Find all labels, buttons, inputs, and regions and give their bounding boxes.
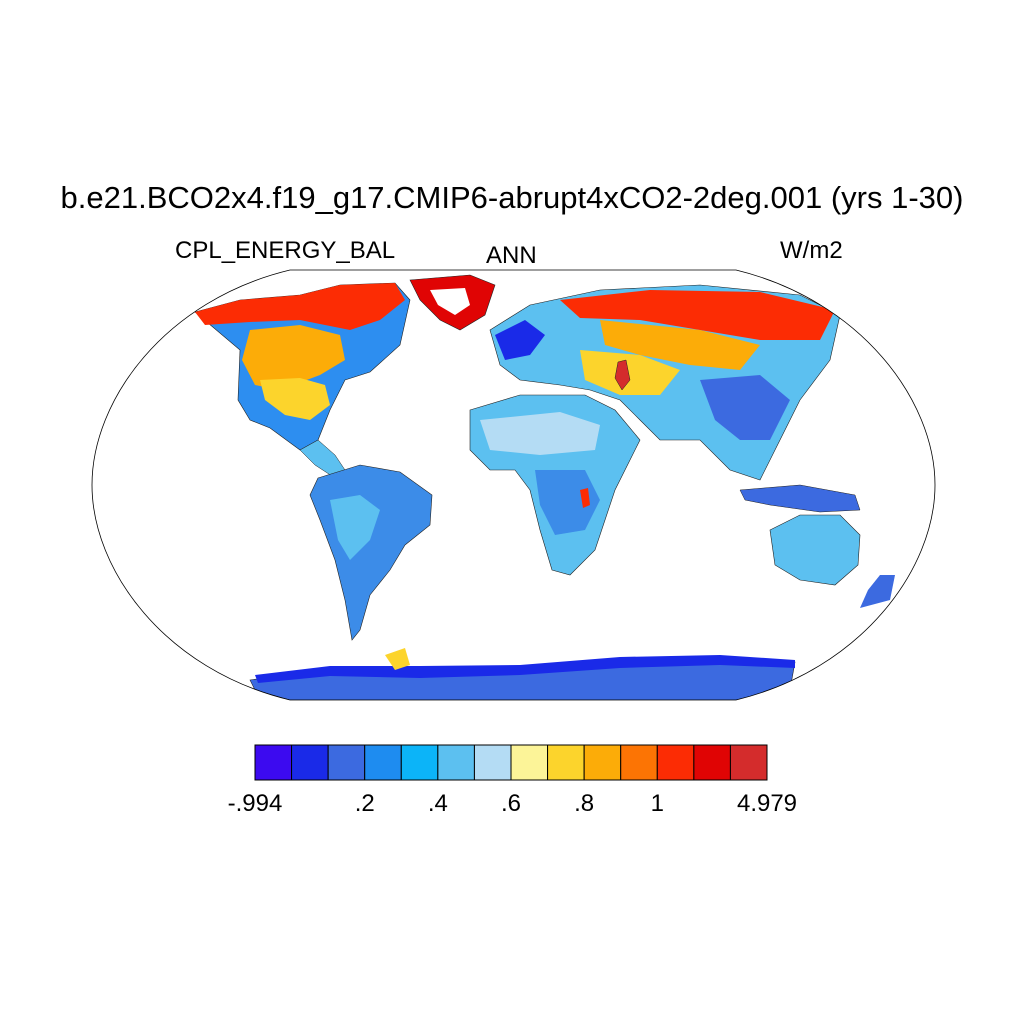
- variable-label: CPL_ENERGY_BAL: [175, 237, 396, 264]
- central-africa-blue: [535, 470, 600, 535]
- map-boundary: [91, 269, 936, 701]
- season-label: ANN: [486, 242, 537, 269]
- greenland-interior: [430, 288, 470, 315]
- colorbar-swatch-13: [729, 744, 768, 781]
- europe-blue: [495, 320, 545, 360]
- colorbar-swatch-5: [437, 744, 475, 781]
- siberia-warm: [560, 290, 835, 340]
- colorbar-swatch-12: [693, 744, 731, 781]
- colorbar-label-1: .2: [354, 790, 375, 817]
- central-asia-orange: [600, 320, 760, 370]
- colorbar-swatch-3: [364, 744, 402, 781]
- africa-light: [480, 412, 600, 455]
- colorbar-swatch-2: [327, 744, 366, 781]
- plot-title: b.e21.BCO2x4.f19_g17.CMIP6-abrupt4xCO2-2…: [60, 180, 964, 215]
- south-america-light: [330, 495, 380, 560]
- colorbar-label-0: -.994: [227, 790, 283, 817]
- colorbar-label-5: 1: [650, 790, 664, 817]
- north-america-arctic-warm: [195, 283, 405, 330]
- colorbar-swatch-7: [510, 744, 549, 781]
- asia-yellow: [580, 350, 680, 395]
- east-asia-blue: [700, 375, 790, 440]
- canada-orange: [242, 325, 345, 390]
- new-zealand: [860, 575, 895, 608]
- colorbar-swatch-4: [400, 744, 439, 781]
- colorbar-label-6: 4.979: [736, 790, 798, 817]
- us-yellow: [260, 378, 330, 420]
- land-fields: [194, 274, 895, 700]
- australia-land: [769, 514, 861, 586]
- colorbar-label-3: .6: [500, 790, 522, 817]
- colorbar-swatch-1: [291, 744, 329, 781]
- caspian-hotspot: [614, 359, 631, 391]
- colorbar-swatch-8: [547, 744, 585, 781]
- antarctica-coast: [255, 655, 795, 683]
- colorbar-label-4: .8: [574, 790, 595, 817]
- colorbar-swatch-10: [620, 744, 658, 781]
- colorbar-swatch-0: [254, 744, 293, 781]
- colorbar-swatch-11: [656, 744, 695, 781]
- antarctic-peninsula: [385, 648, 410, 670]
- rift-hotspot: [580, 488, 590, 508]
- indonesia: [739, 484, 861, 513]
- colorbar-label-2: .4: [427, 790, 448, 817]
- colorbar-swatch-6: [473, 744, 512, 781]
- units-label: W/m2: [780, 237, 843, 264]
- colorbar-swatch-9: [583, 744, 622, 781]
